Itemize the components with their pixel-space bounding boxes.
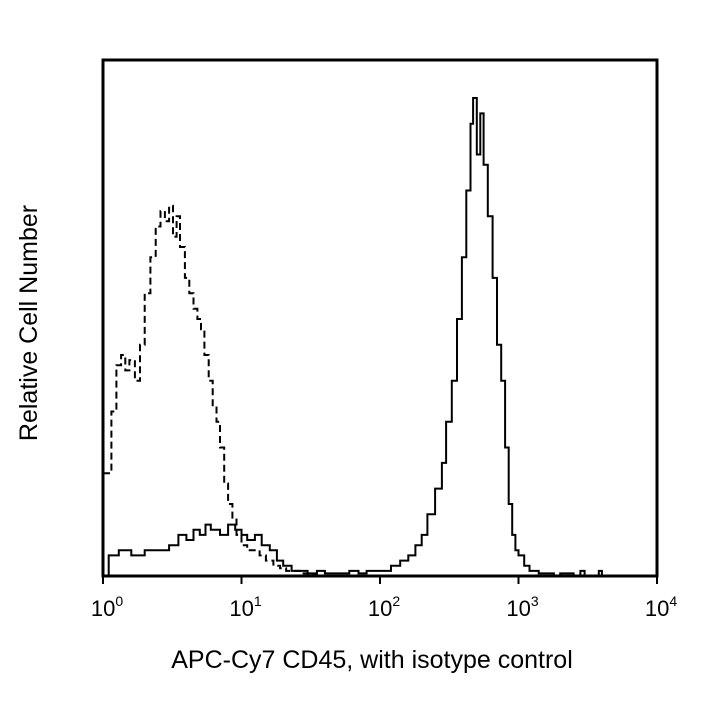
- plot-area: [103, 97, 657, 577]
- x-tick-label: 103: [506, 593, 538, 621]
- x-axis-label: APC-Cy7 CD45, with isotype control: [171, 646, 573, 674]
- x-tick-label: 100: [91, 593, 123, 621]
- x-tick-label: 104: [645, 593, 677, 621]
- isotype-control-series: [103, 204, 318, 576]
- y-axis-label: Relative Cell Number: [15, 205, 43, 441]
- x-tick-label: 101: [229, 593, 261, 621]
- plot-frame: [101, 58, 659, 578]
- x-axis-ticks: 100 101 102 103 104: [91, 576, 677, 621]
- x-tick-label: 102: [368, 593, 400, 621]
- cd45-series: [103, 97, 657, 577]
